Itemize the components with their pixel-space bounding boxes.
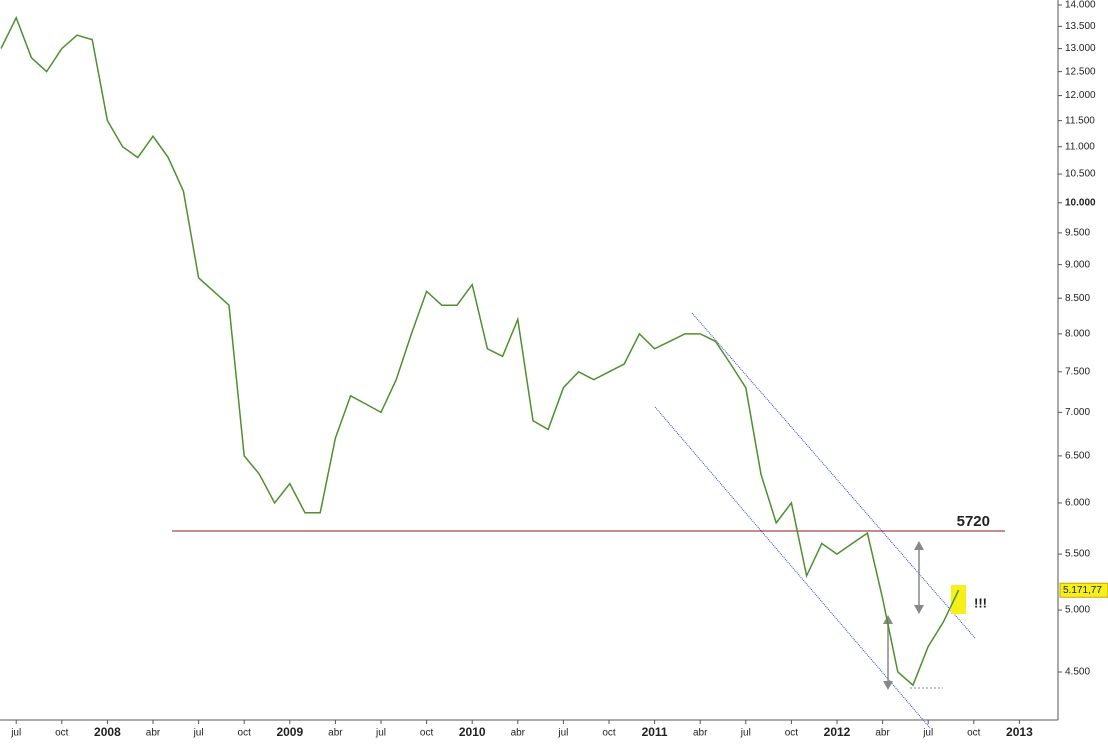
x-tick-label: 2013 <box>1006 725 1033 739</box>
x-tick-label: abr <box>146 728 161 739</box>
x-tick-label: 2012 <box>824 725 851 739</box>
trend-channel <box>654 312 976 729</box>
x-tick-label: oct <box>602 728 616 739</box>
x-tick-label: jul <box>10 728 21 739</box>
last-price-label: 5.171,77 <box>1063 585 1102 596</box>
y-tick-label: 13.500 <box>1065 21 1096 32</box>
y-tick-label: 8.000 <box>1065 329 1090 340</box>
x-tick-label: 2008 <box>94 725 121 739</box>
x-tick-label: abr <box>511 728 526 739</box>
y-tick-label: 6.000 <box>1065 498 1090 509</box>
y-tick-label: 10.500 <box>1065 169 1096 180</box>
x-tick-label: oct <box>785 728 799 739</box>
y-tick-label: 11.000 <box>1065 141 1095 152</box>
arrows <box>883 541 943 690</box>
x-tick-label: 2009 <box>276 725 303 739</box>
y-tick-label: 9.000 <box>1065 259 1090 270</box>
y-tick-label: 6.500 <box>1065 451 1090 462</box>
x-tick-label: 2011 <box>642 725 668 739</box>
x-tick-label: oct <box>967 728 981 739</box>
x-tick-label: oct <box>55 728 69 739</box>
x-tick-label: jul <box>740 728 751 739</box>
last-price-box <box>1059 582 1108 598</box>
y-tick-label: 14.000 <box>1065 0 1096 11</box>
y-tick-label: 12.000 <box>1065 90 1096 101</box>
x-tick-label: jul <box>193 728 204 739</box>
y-tick-label: 12.500 <box>1065 66 1096 77</box>
y-tick-label: 13.000 <box>1065 43 1096 54</box>
x-tick-label: jul <box>557 728 568 739</box>
x-tick-label: jul <box>922 728 933 739</box>
x-tick-label: oct <box>238 728 252 739</box>
y-tick-label: 5.000 <box>1065 605 1090 616</box>
y-tick-label: 8.500 <box>1065 293 1090 304</box>
x-tick-label: jul <box>375 728 386 739</box>
x-tick-label: abr <box>328 728 343 739</box>
price-line <box>0 15 960 687</box>
x-tick-label: oct <box>420 728 434 739</box>
y-tick-label: 9.500 <box>1065 228 1090 239</box>
annotation: !!! <box>974 595 987 610</box>
y-tick-label: 5.500 <box>1065 549 1090 560</box>
y-tick-label: 10.000 <box>1065 197 1096 208</box>
highlight <box>951 585 966 614</box>
y-tick-label: 11.500 <box>1065 115 1095 126</box>
x-tick-label: abr <box>875 728 890 739</box>
y-tick-label: 7.500 <box>1065 366 1090 377</box>
y-tick-label: 7.000 <box>1065 407 1090 418</box>
x-tick-label: 2010 <box>459 725 486 739</box>
y-tick-label: 4.500 <box>1065 667 1090 678</box>
reference-label: 5720 <box>957 513 990 530</box>
x-tick-label: abr <box>693 728 708 739</box>
